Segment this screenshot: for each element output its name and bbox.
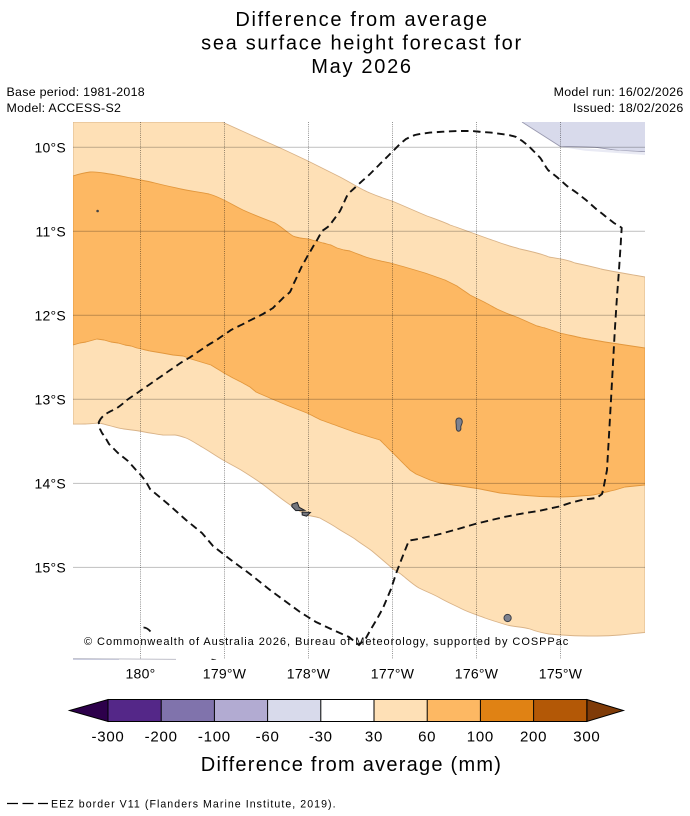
svg-text:sea surface height forecast fo: sea surface height forecast for xyxy=(201,33,523,55)
svg-text:-60: -60 xyxy=(256,729,280,746)
svg-text:-30: -30 xyxy=(309,729,333,746)
svg-text:176°W: 176°W xyxy=(455,666,499,682)
svg-text:12°S: 12°S xyxy=(34,307,66,323)
svg-text:-200: -200 xyxy=(145,729,178,746)
svg-text:200: 200 xyxy=(520,729,547,746)
svg-text:Difference from average (mm): Difference from average (mm) xyxy=(201,754,502,776)
svg-text:175°W: 175°W xyxy=(539,666,583,682)
svg-text:Issued: 18/02/2026: Issued: 18/02/2026 xyxy=(573,101,683,115)
svg-text:15°S: 15°S xyxy=(34,560,66,576)
svg-text:Model run: 16/02/2026: Model run: 16/02/2026 xyxy=(554,85,684,99)
svg-text:Base period: 1981-2018: Base period: 1981-2018 xyxy=(7,85,145,99)
svg-text:© Commonwealth of Australia 20: © Commonwealth of Australia 2026, Bureau… xyxy=(84,636,569,648)
svg-text:13°S: 13°S xyxy=(34,391,66,407)
svg-text:Model: ACCESS-S2: Model: ACCESS-S2 xyxy=(7,101,122,115)
svg-text:30: 30 xyxy=(365,729,383,746)
svg-text:300: 300 xyxy=(573,729,600,746)
svg-text:177°W: 177°W xyxy=(371,666,415,682)
svg-text:14°S: 14°S xyxy=(34,476,66,492)
svg-text:-100: -100 xyxy=(198,729,231,746)
svg-text:179°W: 179°W xyxy=(203,666,247,682)
svg-text:11°S: 11°S xyxy=(36,223,66,239)
svg-text:EEZ border V11 (Flanders Marin: EEZ border V11 (Flanders Marine Institut… xyxy=(51,799,337,811)
svg-text:178°W: 178°W xyxy=(287,666,331,682)
svg-text:-300: -300 xyxy=(91,729,124,746)
svg-text:60: 60 xyxy=(418,729,436,746)
svg-text:May 2026: May 2026 xyxy=(311,56,412,78)
svg-text:10°S: 10°S xyxy=(34,139,66,155)
svg-text:Difference from average: Difference from average xyxy=(235,9,488,31)
svg-text:180°: 180° xyxy=(126,666,156,682)
svg-text:100: 100 xyxy=(467,729,494,746)
